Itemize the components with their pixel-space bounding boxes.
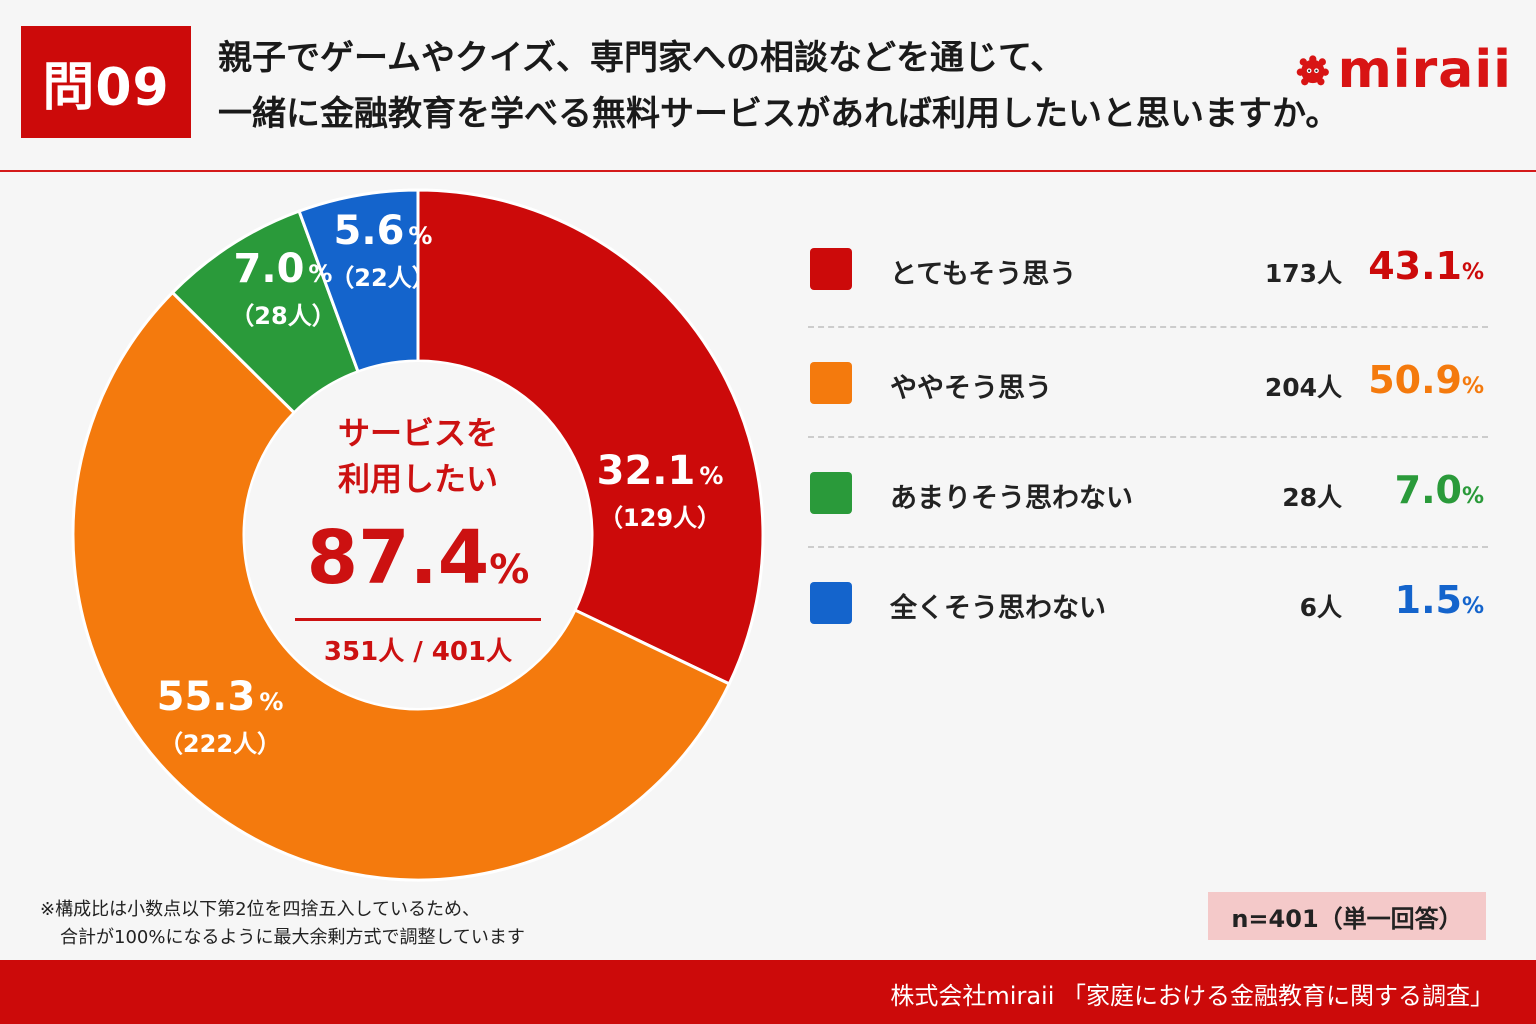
question-line-2: 一緒に金融教育を学べる無料サービスがあれば利用したいと思いますか。 [218,94,1340,134]
center-total-count: 351人 / 401人 [323,637,513,667]
donut-slice [416,188,765,686]
footer-source: 株式会社miraii 「家庭における金融教育に関する調査」 [890,982,1494,1010]
slice-percent-label: 7.0% [234,246,333,292]
donut-slice [297,188,420,374]
logo-text: miraii [1337,40,1512,100]
legend-count: 6人 [1299,593,1342,622]
legend-label: ややそう思う [890,373,1052,404]
legend-label: 全くそう思わない [890,593,1106,624]
slice-count-label: （129人） [599,504,721,532]
legend-percent: 43.1% [1368,244,1484,288]
donut-slice [71,290,732,882]
center-total-unit: % [489,547,530,593]
legend-swatch [810,582,852,624]
donut-hole [245,362,591,708]
legend-percent-value: 7.0 [1394,468,1462,512]
sample-size-badge: n=401（単一回答） [1208,892,1486,940]
legend-count: 28人 [1282,483,1342,512]
legend-row: あまりそう思わない 28人 7.0% [808,438,1488,548]
legend-panel: とてもそう思う 173人 43.1% ややそう思う 204人 50.9% あまり… [808,214,1488,658]
donut-center-summary: サービスを 利用したい 87.4% 351人 / 401人 [295,410,541,668]
legend-count: 204人 [1264,373,1342,402]
center-total-value: 87.4 [306,515,490,601]
footer-bar: 株式会社miraii 「家庭における金融教育に関する調査」 [0,960,1536,1024]
donut-chart: 32.1 % （129人） 55.3 % （222人） 7.0 % （28人） 5.6 % （22人） [71,188,765,882]
question-title: 親子でゲームやクイズ、専門家への相談などを通じて、 一緒に金融教育を学べる無料サ… [218,30,1340,142]
slice-count-label: （222人） [159,730,281,758]
legend-divider [808,326,1488,328]
question-line-1: 親子でゲームやクイズ、専門家への相談などを通じて、 [218,38,1065,78]
center-divider [295,618,541,621]
legend-label: とてもそう思う [890,259,1077,290]
legend-percent-unit: % [1461,484,1484,509]
legend-label: あまりそう思わない [890,483,1133,514]
header-divider [0,170,1536,172]
legend-percent-value: 50.9 [1368,358,1462,402]
slice-percent-label: 32.1% [597,448,724,494]
legend-percent-unit: % [1461,374,1484,399]
center-total-percent: 87.4% [295,516,541,612]
legend-swatch [810,362,852,404]
mascot-logo-icon [1296,55,1329,86]
legend-percent-value: 43.1 [1368,244,1462,288]
legend-row: ややそう思う 204人 50.9% [808,328,1488,438]
legend-count: 173人 [1264,259,1342,288]
question-number-badge: 問09 [21,26,191,138]
legend-swatch [810,472,852,514]
slice-percent-label: 55.3% [157,674,284,720]
footnote-line-1: ※構成比は小数点以下第2位を四捨五入しているため、 [40,899,480,920]
legend-percent: 50.9% [1368,358,1484,402]
slice-count-label: （28人） [230,302,335,330]
footnote: ※構成比は小数点以下第2位を四捨五入しているため、 合計が100%になるように最… [40,896,525,952]
legend-row: 全くそう思わない 6人 1.5% [808,548,1488,658]
footnote-line-2: 合計が100%になるように最大余剰方式で調整しています [60,927,525,948]
center-label-line-1: サービスを [337,414,498,452]
legend-percent: 7.0% [1395,468,1484,512]
brand-logo: miraii [1296,38,1512,102]
legend-swatch [810,248,852,290]
legend-divider [808,546,1488,548]
legend-row: とてもそう思う 173人 43.1% [808,214,1488,328]
center-label-line-2: 利用したい [337,460,498,498]
legend-percent-value: 1.5 [1394,578,1462,622]
legend-percent-unit: % [1461,260,1484,285]
legend-percent-unit: % [1461,594,1484,619]
slice-percent-label: 5.6% [334,208,433,254]
legend-percent: 1.5% [1395,578,1484,622]
slice-count-label: （22人） [330,264,435,292]
legend-divider [808,436,1488,438]
